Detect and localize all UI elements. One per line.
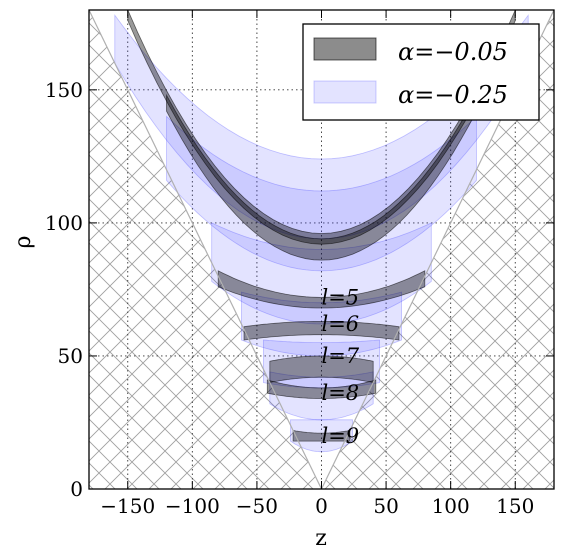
annotation-label: l=8 bbox=[322, 381, 360, 405]
legend-swatch-alpha-0.25 bbox=[313, 80, 377, 104]
legend: α=−0.05 α=−0.25 bbox=[302, 23, 540, 121]
x-tick-label: 0 bbox=[315, 494, 328, 518]
band-alpha-0.25-l8 bbox=[269, 371, 374, 421]
band-alpha-0.25-l6 bbox=[240, 291, 403, 357]
y-axis-label: ρ bbox=[11, 236, 36, 249]
band-alpha-0.25-l9 bbox=[290, 419, 353, 453]
x-tick-label: 150 bbox=[496, 494, 534, 518]
y-tick-label: 50 bbox=[58, 344, 83, 368]
x-axis-label: z bbox=[315, 526, 327, 551]
y-tick-label: 150 bbox=[45, 78, 83, 102]
annotation-label: l=6 bbox=[322, 312, 360, 336]
band-alpha-0.25-l5 bbox=[211, 222, 432, 325]
x-tick-label: 50 bbox=[373, 494, 398, 518]
legend-box bbox=[302, 23, 540, 121]
legend-label-alpha-0.25: α=−0.25 bbox=[398, 81, 508, 109]
legend-swatch-alpha-0.05 bbox=[313, 37, 377, 61]
axis-ticks: −150 −100 −50 0 50 100 150 0 50 100 150 bbox=[45, 10, 554, 518]
x-tick-label: 100 bbox=[432, 494, 470, 518]
y-tick-label: 0 bbox=[70, 477, 83, 501]
band-alpha-0.25-l4 bbox=[166, 115, 477, 272]
band-alpha-0.25-l7 bbox=[262, 339, 381, 389]
y-tick-label: 100 bbox=[45, 211, 83, 235]
cone-line-left bbox=[89, 10, 323, 489]
x-tick-label: −100 bbox=[165, 494, 220, 518]
legend-label-alpha-0.05: α=−0.05 bbox=[398, 38, 508, 66]
x-tick-label: −150 bbox=[100, 494, 155, 518]
band-alpha-0.05-l5 bbox=[217, 270, 426, 309]
annotation-label: l=7 bbox=[322, 344, 360, 368]
band-alpha-0.05-l3 bbox=[127, 10, 516, 245]
annotation-label: l=9 bbox=[322, 424, 360, 448]
annotation-label: l=5 bbox=[322, 285, 360, 309]
x-tick-label: −50 bbox=[236, 494, 278, 518]
band-alpha-0.05-l8 bbox=[266, 379, 377, 399]
band-alpha-0.05-l9 bbox=[292, 430, 351, 442]
annotations: l=5 l=6 l=7 l=8 l=9 bbox=[322, 285, 360, 447]
bands bbox=[114, 10, 529, 453]
band-alpha-0.05-l6 bbox=[243, 320, 400, 341]
